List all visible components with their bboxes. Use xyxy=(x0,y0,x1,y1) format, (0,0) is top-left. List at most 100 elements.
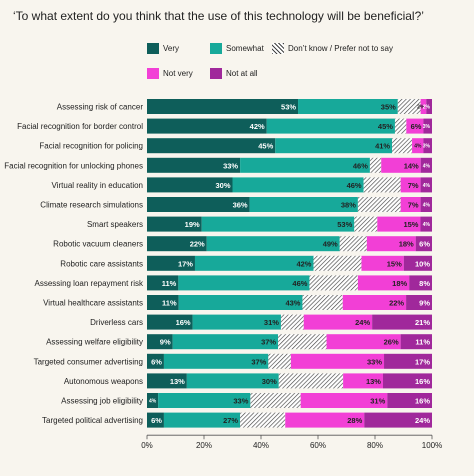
bar-segment xyxy=(163,412,241,428)
data-label: 4% xyxy=(423,183,431,189)
bar-segment xyxy=(147,197,250,212)
bar-segment xyxy=(420,216,432,232)
bar-segment xyxy=(147,236,207,252)
category-label: Assessing welfare eligibility xyxy=(46,338,143,347)
category-label: Targeted consumer advertising xyxy=(34,357,143,366)
bar-segment xyxy=(303,314,373,330)
data-label: 42% xyxy=(250,122,265,131)
bar-segment xyxy=(147,118,267,134)
data-label: 24% xyxy=(355,318,370,327)
bar-segment xyxy=(240,157,370,173)
data-label: 17% xyxy=(415,357,430,366)
legend-swatch xyxy=(272,43,284,54)
data-label: 33% xyxy=(233,397,248,406)
bar-segment xyxy=(409,275,432,291)
data-label: 22% xyxy=(190,240,205,249)
legend-label: Somewhat xyxy=(226,44,264,53)
data-label: 33% xyxy=(223,161,238,170)
bar-segment xyxy=(309,275,358,291)
bar-segment xyxy=(147,295,179,310)
bar-segment xyxy=(147,177,233,193)
bar-segment xyxy=(186,373,279,389)
data-label: 28% xyxy=(347,416,362,425)
data-label: 26% xyxy=(384,338,399,347)
category-label: Driverless cars xyxy=(90,318,143,327)
bar-segment xyxy=(172,334,279,350)
x-tick-label: 60% xyxy=(310,441,326,450)
data-label: 16% xyxy=(415,377,430,386)
bar-segment xyxy=(420,157,432,173)
data-label: 18% xyxy=(399,240,414,249)
data-label: 15% xyxy=(387,259,402,268)
data-label: 4% xyxy=(423,163,431,169)
bar-segment xyxy=(249,197,358,212)
bar-segment xyxy=(147,138,276,154)
legend-swatch xyxy=(210,68,222,79)
category-label: Virtual healthcare assistants xyxy=(43,299,143,308)
bar-segment xyxy=(384,353,432,369)
bar-segment xyxy=(357,197,401,212)
bar-segment xyxy=(290,353,385,369)
bar-segment xyxy=(147,275,179,291)
bar-segment xyxy=(354,216,378,232)
category-label: Climate research simulations xyxy=(40,201,143,210)
bar-segment xyxy=(387,393,432,408)
data-label: 10% xyxy=(415,259,430,268)
x-tick-label: 20% xyxy=(196,441,212,450)
bar-segment xyxy=(423,138,432,154)
bar-segment xyxy=(363,177,401,193)
category-label: Smart speakers xyxy=(87,220,143,229)
data-label: 36% xyxy=(233,201,248,210)
data-label: 35% xyxy=(381,103,396,112)
data-label: 53% xyxy=(337,220,352,229)
bar-segment xyxy=(342,295,407,310)
data-label: 6% xyxy=(411,122,422,131)
bar-segment xyxy=(163,353,269,369)
bar-segment xyxy=(412,138,424,154)
bar-segment xyxy=(147,334,173,350)
data-label: 37% xyxy=(261,338,276,347)
data-label: 43% xyxy=(285,299,300,308)
bar-segment xyxy=(400,197,421,212)
data-label: 15% xyxy=(403,220,418,229)
bar-segment xyxy=(268,353,291,369)
category-label: Facial recognition for unlocking phones xyxy=(4,161,143,170)
data-label: 42% xyxy=(296,259,311,268)
bar-segment xyxy=(420,177,432,193)
category-label: Assessing job eligibility xyxy=(61,397,143,406)
data-label: 13% xyxy=(170,377,185,386)
data-label: 17% xyxy=(178,259,193,268)
data-label: 2% xyxy=(417,105,425,111)
category-label: Assessing risk of cancer xyxy=(57,103,144,112)
category-label: Targeted political advertising xyxy=(42,416,143,425)
data-label: 27% xyxy=(223,416,238,425)
chart-title: ‘To what extent do you think that the us… xyxy=(13,9,424,23)
bar-segment xyxy=(400,334,432,350)
legend-item: Not very xyxy=(147,68,193,79)
bar-segment xyxy=(377,216,421,232)
data-label: 45% xyxy=(378,122,393,131)
legend-label: Not very xyxy=(163,69,193,78)
bar-segment xyxy=(147,314,193,330)
data-label: 22% xyxy=(389,299,404,308)
legend-swatch xyxy=(147,43,159,54)
bar-segment xyxy=(302,295,343,310)
bar-segment xyxy=(192,314,281,330)
legend-label: Not at all xyxy=(226,69,258,78)
bar-segment xyxy=(147,412,164,428)
category-label: Robotic care assistants xyxy=(60,259,143,268)
bar-segment xyxy=(298,99,398,114)
bar-segment xyxy=(403,255,432,271)
data-label: 45% xyxy=(258,142,273,151)
bar-segment xyxy=(394,118,407,134)
data-label: 7% xyxy=(408,201,419,210)
data-label: 46% xyxy=(353,161,368,170)
bar-segment xyxy=(406,118,424,134)
data-label: 6% xyxy=(151,416,162,425)
bar-segment xyxy=(280,314,304,330)
data-label: 30% xyxy=(262,377,277,386)
data-label: 16% xyxy=(176,318,191,327)
x-tick-label: 40% xyxy=(253,441,269,450)
bar-segment xyxy=(147,216,202,232)
